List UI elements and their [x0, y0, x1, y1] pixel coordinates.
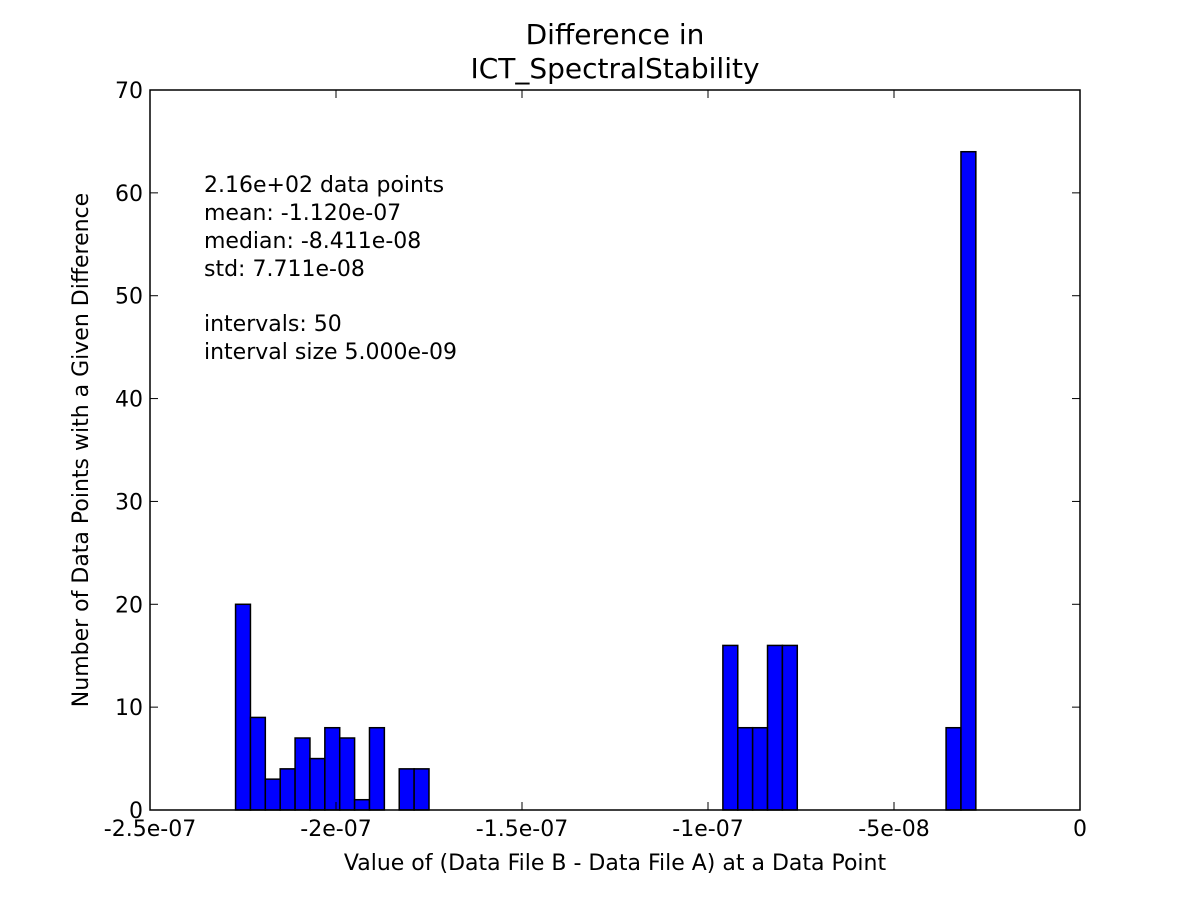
histogram-bar	[324, 726, 341, 811]
y-tick-label: 70	[115, 79, 143, 104]
x-tick-labels: -2.5e-07 -2e-07 -1.5e-07 -1e-07 -5e-08 0	[104, 817, 1087, 842]
stats-line: interval size 5.000e-09	[204, 340, 457, 365]
x-tick-label: -1e-07	[672, 817, 743, 842]
histogram-bar	[722, 644, 739, 811]
histogram-bar	[294, 737, 311, 811]
stats-annotation: 2.16e+02 data points mean: -1.120e-07 medi…	[204, 173, 457, 365]
stats-line: mean: -1.120e-07	[204, 201, 401, 226]
histogram-bar	[960, 150, 977, 811]
histogram-bar	[309, 757, 326, 811]
plot-area-frame	[149, 89, 1081, 811]
histogram-bar	[751, 726, 769, 811]
histogram-bar	[338, 737, 356, 811]
y-tick-label: 60	[115, 182, 143, 207]
x-tick-label: -5e-08	[858, 817, 929, 842]
y-tick-label: 50	[115, 285, 143, 310]
chart-title-line: Difference in	[526, 18, 705, 51]
histogram-bar	[368, 726, 386, 811]
y-axis-label: Number of Data Points with a Given Diffe…	[69, 193, 94, 707]
axis-ticks	[149, 89, 1081, 811]
histogram-bar	[234, 603, 252, 811]
y-tick-label: 30	[115, 490, 143, 515]
histogram-bar	[945, 726, 962, 811]
chart-title-line: ICT_SpectralStability	[470, 52, 759, 85]
histogram-bar	[264, 778, 281, 811]
stats-line: intervals: 50	[204, 312, 342, 337]
stats-line: std: 7.711e-08	[204, 257, 365, 282]
stats-line: 2.16e+02 data points	[204, 173, 444, 198]
histogram-bar	[279, 768, 296, 811]
stats-line: median: -8.411e-08	[204, 229, 421, 254]
x-axis-label: Value of (Data File B - Data File A) at …	[344, 851, 887, 876]
x-tick-label: -2e-07	[300, 817, 371, 842]
x-tick-label: -1.5e-07	[476, 817, 568, 842]
y-tick-label: 0	[129, 799, 143, 824]
histogram-bar	[766, 644, 784, 811]
x-tick-label: 0	[1073, 817, 1087, 842]
histogram-bar	[249, 716, 267, 811]
histogram-bars	[234, 150, 977, 811]
y-tick-label: 10	[115, 696, 143, 721]
histogram-bar	[353, 798, 371, 811]
histogram-bar	[398, 768, 415, 811]
histogram-bar	[781, 644, 799, 811]
histogram-bar	[413, 768, 430, 811]
y-tick-label: 40	[115, 388, 143, 413]
histogram-bar	[737, 726, 754, 811]
x-tick-label: -2.5e-07	[104, 817, 196, 842]
y-tick-label: 20	[115, 593, 143, 618]
y-tick-labels: 0 10 20 30 40 50 60 70	[115, 79, 143, 824]
